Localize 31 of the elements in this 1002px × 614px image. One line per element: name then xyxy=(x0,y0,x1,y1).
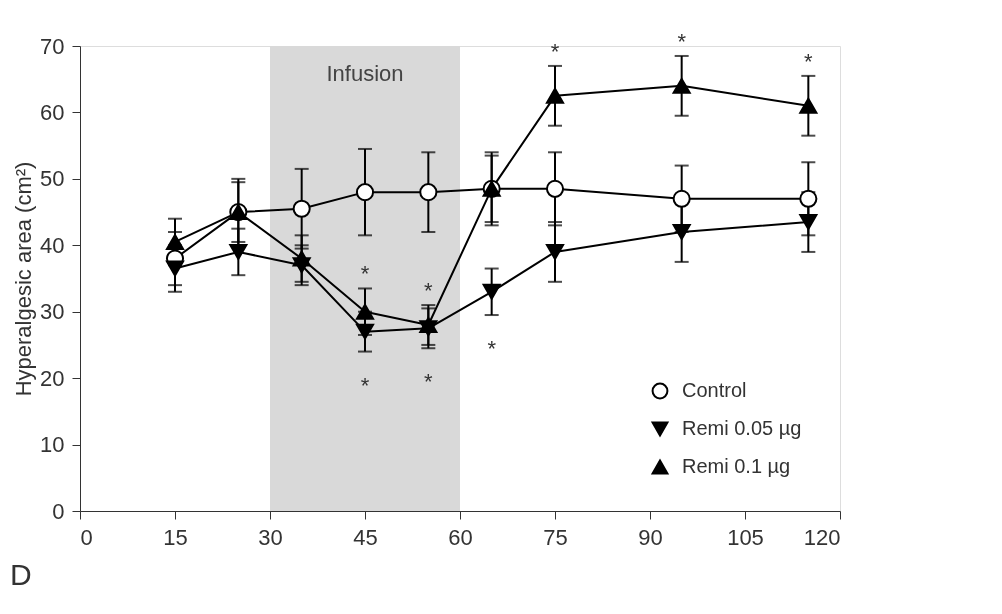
x-tick-label: 45 xyxy=(353,524,378,550)
x-tick-label: 30 xyxy=(258,524,283,550)
annotation: * xyxy=(360,261,370,287)
annotation: * xyxy=(424,369,434,395)
y-tick-label: 10 xyxy=(40,432,65,458)
y-axis-title: Hyperalgesic area (cm²) xyxy=(11,161,37,397)
x-tick-label: 60 xyxy=(448,524,473,550)
annotation: * xyxy=(804,48,814,74)
y-tick-label: 40 xyxy=(40,232,65,258)
x-tick-label: 15 xyxy=(163,524,188,550)
legend-label: Remi 0.1 µg xyxy=(682,455,791,477)
y-tick-label: 30 xyxy=(40,299,65,325)
annotation: * xyxy=(677,28,687,54)
y-tick-label: 50 xyxy=(40,166,65,192)
text: D xyxy=(10,558,32,591)
band-label: Infusion xyxy=(326,61,404,86)
annotation: * xyxy=(360,372,370,398)
annotation: * xyxy=(424,278,434,304)
y-tick-label: 20 xyxy=(40,365,65,391)
y-tick-label: 70 xyxy=(40,33,65,59)
x-tick-label: 0 xyxy=(80,524,93,550)
x-tick-label: 120 xyxy=(803,524,841,550)
y-tick-label: 0 xyxy=(52,498,65,524)
annotation: * xyxy=(550,38,560,64)
legend-label: Control xyxy=(682,379,747,401)
legend-label: Remi 0.05 µg xyxy=(682,417,802,439)
x-tick-label: 105 xyxy=(727,524,764,550)
x-tick-label: 90 xyxy=(638,524,663,550)
y-tick-label: 60 xyxy=(40,99,65,125)
x-tick-label: 75 xyxy=(543,524,568,550)
annotation: * xyxy=(487,336,497,362)
